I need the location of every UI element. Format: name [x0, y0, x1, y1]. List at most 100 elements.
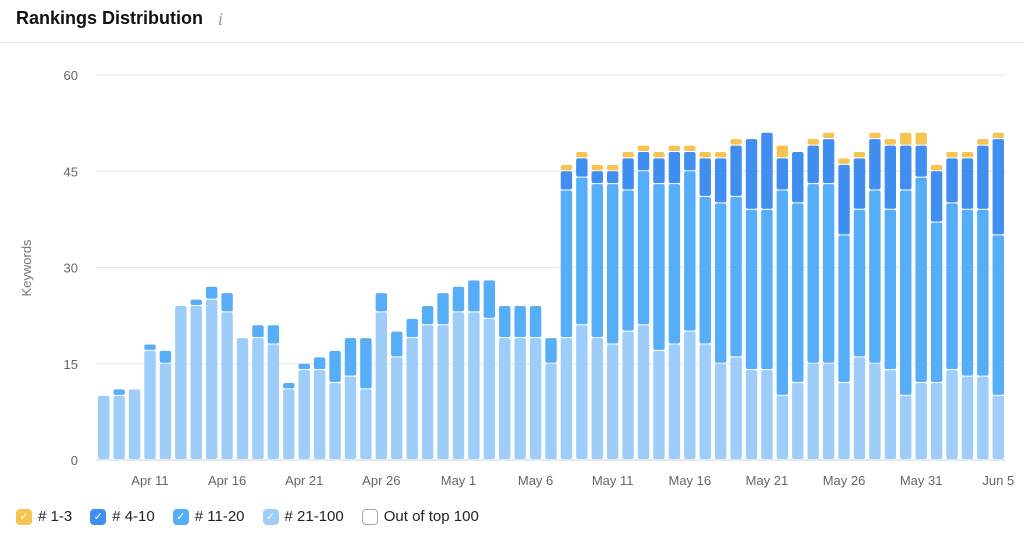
bar-segment[interactable]	[699, 152, 711, 158]
bar-segment[interactable]	[853, 158, 866, 209]
bar-segment[interactable]	[699, 196, 711, 344]
bar-segment[interactable]	[329, 350, 341, 382]
bar-segment[interactable]	[252, 338, 264, 459]
legend-item-21-100[interactable]: ✓ # 21-100	[262, 508, 344, 525]
bar-segment[interactable]	[776, 158, 789, 190]
bar-segment[interactable]	[838, 164, 850, 235]
bar-segment[interactable]	[437, 325, 449, 459]
bar-segment[interactable]	[637, 325, 650, 459]
bar-segment[interactable]	[653, 184, 665, 350]
bar-segment[interactable]	[992, 395, 1004, 459]
bar-segment[interactable]	[668, 145, 681, 151]
bar-segment[interactable]	[977, 145, 989, 209]
bar-segment[interactable]	[98, 395, 110, 459]
bar-segment[interactable]	[344, 376, 357, 459]
bar-segment[interactable]	[205, 299, 218, 459]
bar-segment[interactable]	[869, 139, 881, 190]
bar-segment[interactable]	[298, 363, 310, 370]
bar-segment[interactable]	[421, 306, 434, 325]
bar-segment[interactable]	[313, 357, 326, 370]
bar-segment[interactable]	[344, 338, 357, 376]
bar-segment[interactable]	[221, 293, 233, 312]
bar-segment[interactable]	[190, 299, 202, 305]
bar-segment[interactable]	[236, 338, 249, 459]
bar-segment[interactable]	[869, 190, 881, 363]
bar-segment[interactable]	[560, 338, 573, 459]
bar-segment[interactable]	[730, 145, 742, 196]
bar-segment[interactable]	[499, 338, 511, 459]
legend-item-1-3[interactable]: ✓ # 1-3	[16, 508, 72, 525]
info-icon[interactable]: i	[218, 10, 224, 29]
bar-segment[interactable]	[946, 370, 958, 459]
bar-segment[interactable]	[745, 139, 758, 209]
bar-segment[interactable]	[838, 158, 850, 164]
bar-segment[interactable]	[776, 145, 789, 158]
bar-segment[interactable]	[622, 158, 634, 190]
bar-segment[interactable]	[406, 338, 418, 459]
bar-segment[interactable]	[653, 158, 665, 184]
bar-segment[interactable]	[576, 177, 588, 325]
bar-segment[interactable]	[329, 383, 341, 459]
bar-segment[interactable]	[514, 338, 526, 459]
bar-segment[interactable]	[699, 158, 711, 196]
bar-segment[interactable]	[684, 145, 696, 151]
bar-segment[interactable]	[714, 363, 727, 459]
bar-segment[interactable]	[961, 158, 974, 209]
bar-segment[interactable]	[853, 357, 866, 459]
bar-segment[interactable]	[822, 132, 835, 139]
bar-segment[interactable]	[930, 383, 943, 459]
bar-segment[interactable]	[283, 389, 295, 459]
bar-segment[interactable]	[668, 344, 681, 460]
bar-segment[interactable]	[992, 132, 1004, 139]
bar-segment[interactable]	[792, 152, 804, 203]
bar-segment[interactable]	[822, 184, 835, 363]
checkbox-icon[interactable]: ✓	[172, 508, 189, 525]
bar-segment[interactable]	[545, 363, 557, 459]
bar-segment[interactable]	[915, 132, 927, 145]
bar-segment[interactable]	[668, 184, 681, 344]
bar-segment[interactable]	[714, 203, 727, 363]
bar-segment[interactable]	[159, 350, 172, 363]
bar-segment[interactable]	[360, 338, 372, 389]
bar-segment[interactable]	[776, 190, 789, 395]
bar-segment[interactable]	[915, 145, 927, 177]
bar-segment[interactable]	[267, 325, 280, 344]
bar-segment[interactable]	[406, 318, 418, 338]
bar-segment[interactable]	[900, 145, 912, 190]
bar-segment[interactable]	[884, 145, 897, 209]
bar-segment[interactable]	[175, 306, 187, 459]
bar-segment[interactable]	[807, 184, 819, 363]
bar-segment[interactable]	[807, 363, 819, 459]
bar-segment[interactable]	[483, 280, 496, 318]
bar-segment[interactable]	[468, 312, 480, 459]
bar-segment[interactable]	[684, 331, 696, 459]
checkbox-icon[interactable]: ✓	[16, 508, 32, 525]
bar-segment[interactable]	[792, 383, 804, 459]
bar-segment[interactable]	[853, 152, 866, 158]
bar-segment[interactable]	[360, 389, 372, 459]
legend-item-4-10[interactable]: ✓ # 4-10	[90, 508, 155, 525]
bar-segment[interactable]	[452, 286, 465, 312]
bar-segment[interactable]	[637, 152, 650, 171]
bar-segment[interactable]	[560, 190, 573, 338]
bar-segment[interactable]	[977, 209, 989, 376]
bar-segment[interactable]	[529, 306, 542, 338]
bar-segment[interactable]	[391, 331, 403, 357]
bar-segment[interactable]	[822, 139, 835, 184]
bar-segment[interactable]	[499, 306, 511, 338]
bar-segment[interactable]	[637, 145, 650, 151]
bar-segment[interactable]	[684, 171, 696, 331]
bar-segment[interactable]	[930, 171, 943, 222]
bar-segment[interactable]	[421, 325, 434, 459]
checkbox-icon[interactable]: ✓	[262, 508, 279, 525]
bar-segment[interactable]	[869, 363, 881, 459]
bar-segment[interactable]	[560, 164, 573, 171]
bar-segment[interactable]	[437, 293, 449, 325]
bar-segment[interactable]	[606, 164, 619, 171]
bar-segment[interactable]	[977, 376, 989, 459]
bar-segment[interactable]	[761, 132, 773, 209]
bar-segment[interactable]	[576, 325, 588, 459]
bar-segment[interactable]	[622, 331, 634, 459]
bar-segment[interactable]	[622, 190, 634, 331]
bar-segment[interactable]	[452, 312, 465, 459]
